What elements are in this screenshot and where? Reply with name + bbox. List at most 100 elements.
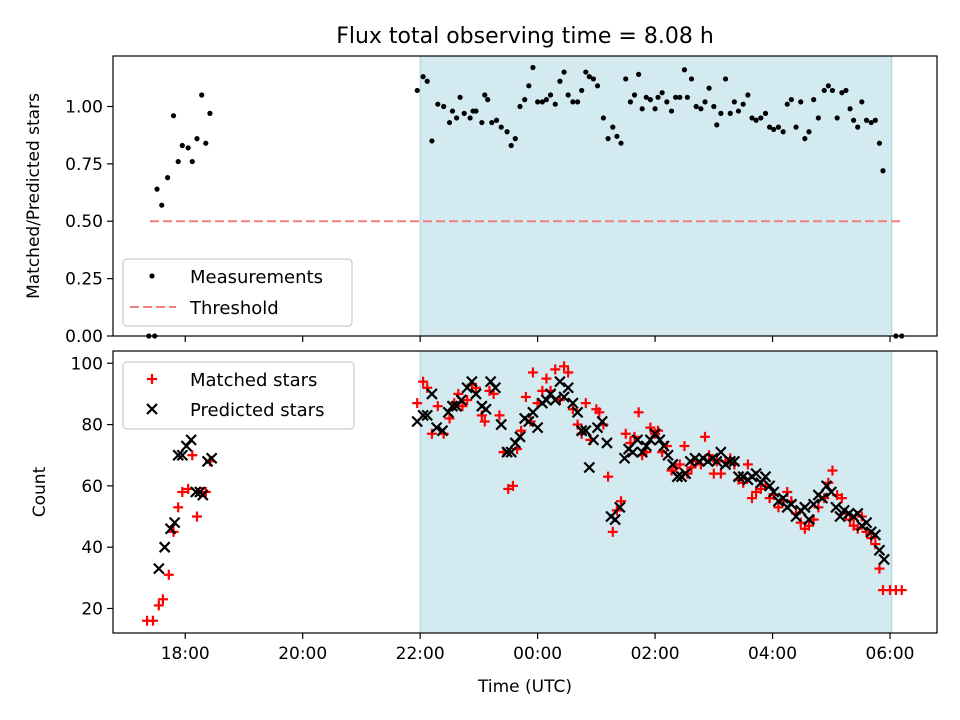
measurement-point — [839, 90, 845, 96]
predicted-star-point — [466, 375, 478, 388]
measurement-point — [485, 97, 491, 103]
measurement-point — [788, 97, 794, 103]
measurement-point — [688, 76, 695, 82]
predicted-star-point — [495, 418, 507, 431]
measurement-point — [179, 142, 185, 149]
measurement-point — [775, 124, 782, 130]
predicted-star-point — [185, 434, 197, 446]
measurement-point — [821, 87, 827, 94]
matched-star-point — [163, 569, 174, 580]
predicted-star-point — [421, 409, 433, 422]
measurement-point — [753, 117, 759, 123]
predicted-star-point — [540, 394, 553, 406]
measurement-point — [449, 108, 456, 114]
matched-star-point — [563, 367, 574, 378]
predicted-star-point — [816, 492, 829, 504]
legend-matched-label: Matched stars — [190, 370, 317, 391]
predicted-star-point — [168, 516, 181, 529]
measurement-point — [863, 117, 870, 123]
matched-star-point — [620, 428, 631, 439]
top-y-tick-label: 0.00 — [65, 327, 103, 347]
bottom-y-axis-label: Count — [30, 466, 50, 517]
measurement-point — [643, 94, 649, 100]
predicted-star-point — [785, 498, 798, 511]
measurement-point — [561, 69, 567, 75]
matched-star-point — [426, 428, 437, 439]
measurement-point — [855, 124, 861, 130]
top-axes-frame — [112, 55, 938, 337]
x-tick-label: 20:00 — [278, 644, 327, 664]
matched-star-point — [177, 487, 188, 497]
predicted-star-point — [527, 406, 539, 419]
measurement-point — [482, 92, 488, 98]
measurement-point — [771, 126, 777, 133]
measurement-point — [868, 119, 874, 126]
predicted-star-point — [759, 470, 772, 483]
legend-threshold-label: Threshold — [189, 298, 279, 319]
x-tick-label: 00:00 — [513, 644, 562, 664]
measurement-point — [693, 103, 699, 110]
matched-star-point — [422, 382, 433, 393]
predicted-star-point — [523, 415, 535, 428]
measurement-point — [194, 136, 200, 142]
measurement-point — [722, 76, 729, 82]
predicted-star-point — [554, 375, 566, 388]
predicted-star-point — [715, 446, 727, 458]
bottom-window-band — [419, 350, 893, 634]
predicted-star-point — [164, 523, 177, 535]
predicted-star-point — [549, 394, 562, 406]
predicted-star-point — [514, 431, 526, 443]
measurement-point — [714, 122, 720, 128]
predicted-star-point — [626, 446, 639, 458]
predicted-star-point — [878, 553, 890, 566]
predicted-star-point — [505, 446, 517, 458]
measurement-point — [745, 92, 751, 98]
measurement-point — [453, 115, 460, 121]
measurement-point — [610, 124, 616, 130]
predicted-star-point — [873, 544, 886, 557]
predicted-star-point — [851, 507, 864, 520]
bottom-y-tick-label: 60 — [81, 477, 103, 497]
measurement-point — [668, 108, 675, 114]
predicted-star-point — [558, 391, 570, 403]
measurement-point — [570, 99, 576, 105]
x-axis-label: Time (UTC) — [477, 677, 572, 697]
predicted-star-point — [197, 489, 209, 501]
predicted-star-point — [580, 424, 592, 437]
matched-star-point — [700, 431, 711, 442]
bottom-y-tick-label: 80 — [81, 416, 103, 436]
measurement-point — [154, 186, 160, 192]
bottom-y-tick-label: 20 — [81, 599, 103, 619]
measurement-point — [618, 140, 624, 146]
predicted-star-point — [763, 480, 776, 492]
measurement-point — [652, 106, 658, 112]
matched-star-point — [827, 465, 838, 476]
legend-predicted-label: Predicted stars — [190, 400, 324, 421]
measurement-point — [815, 115, 821, 121]
measurement-point — [535, 99, 541, 105]
predicted-star-point — [571, 406, 584, 419]
matched-star-point — [813, 502, 824, 513]
measurement-point — [574, 99, 581, 105]
measurement-point — [706, 85, 712, 91]
matched-star-point — [418, 376, 429, 387]
measurement-point — [677, 94, 683, 100]
matched-star-point — [715, 468, 726, 479]
matched-star-point — [520, 391, 531, 402]
measurement-point — [684, 94, 690, 100]
measurement-point — [647, 97, 653, 103]
predicted-star-point — [575, 424, 588, 437]
measurement-point — [479, 119, 485, 126]
predicted-star-point — [618, 452, 631, 465]
measurement-point — [614, 133, 620, 139]
bottom-y-tick-label: 100 — [71, 354, 103, 374]
measurement-point — [767, 124, 773, 130]
top-y-tick-label: 0.25 — [65, 270, 103, 290]
predicted-star-point — [205, 452, 218, 465]
measurement-point — [806, 129, 812, 135]
measurement-point — [731, 99, 737, 105]
measurement-point — [811, 97, 817, 103]
measurement-point — [467, 115, 473, 121]
legend-matched-marker — [147, 374, 157, 384]
predicted-star-point — [442, 406, 455, 419]
